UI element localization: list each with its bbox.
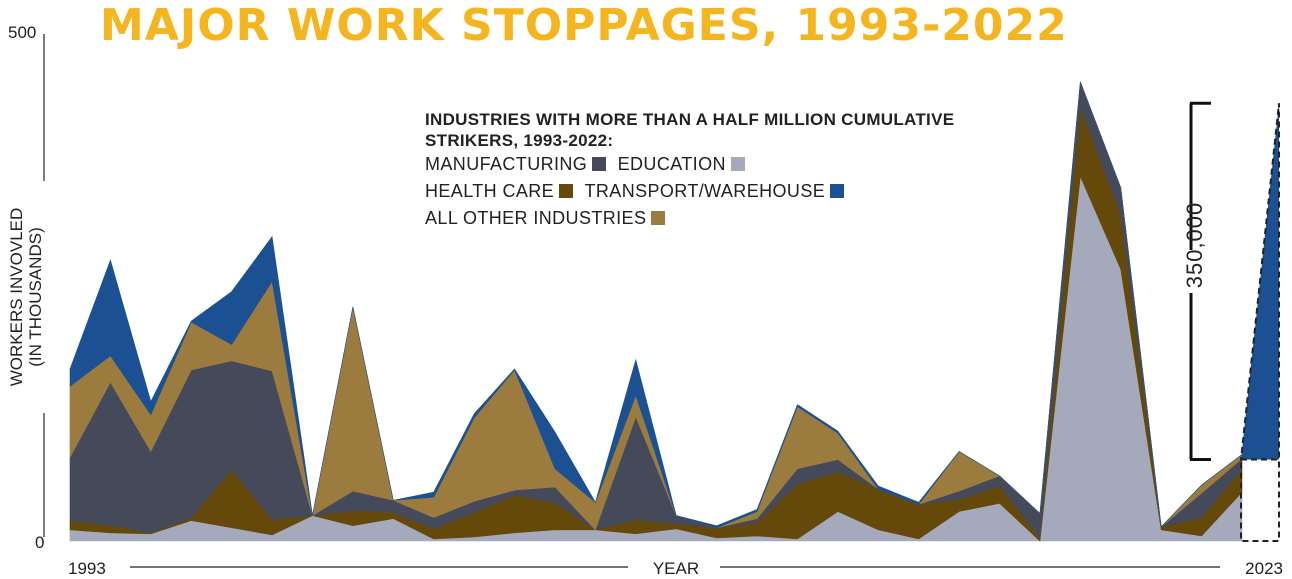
annotation-2023: 350,000 bbox=[1182, 101, 1280, 542]
legend-row-1: MANUFACTURING EDUCATION bbox=[425, 151, 965, 178]
legend-label-health-care: HEALTH CARE bbox=[425, 181, 555, 201]
legend-row-2: HEALTH CARE TRANSPORT/WAREHOUSE bbox=[425, 178, 965, 205]
legend-label-transport: TRANSPORT/WAREHOUSE bbox=[584, 181, 826, 201]
x-axis-label: YEAR bbox=[653, 559, 699, 578]
legend-swatch-manufacturing bbox=[592, 157, 607, 171]
legend-label-other: ALL OTHER INDUSTRIES bbox=[425, 208, 647, 228]
y-tick-0: 0 bbox=[35, 533, 44, 552]
chart-title: MAJOR WORK STOPPAGES, 1993-2022 bbox=[100, 0, 1068, 51]
legend: INDUSTRIES WITH MORE THAN A HALF MILLION… bbox=[425, 109, 965, 232]
legend-swatch-education bbox=[730, 157, 745, 171]
legend-item-transport: TRANSPORT/WAREHOUSE bbox=[585, 178, 845, 205]
annotation-label-350000: 350,000 bbox=[1182, 202, 1207, 289]
legend-swatch-health-care bbox=[559, 184, 574, 198]
y-axis-label: WORKERS INVOVLED(IN THOUSANDS) bbox=[7, 208, 45, 387]
triangle-2023 bbox=[1239, 103, 1280, 461]
area-transport-warehouse bbox=[69, 81, 1243, 529]
axes: 500 0 WORKERS INVOVLED(IN THOUSANDS) 1993 20… bbox=[7, 23, 1283, 578]
legend-swatch-other bbox=[651, 211, 666, 225]
y-tick-500: 500 bbox=[8, 23, 36, 42]
x-tick-end: 2023 bbox=[1245, 559, 1283, 578]
legend-item-manufacturing: MANUFACTURING bbox=[425, 151, 607, 178]
legend-swatch-transport bbox=[830, 184, 845, 198]
legend-item-health-care: HEALTH CARE bbox=[425, 178, 574, 205]
dashed-box-2023 bbox=[1240, 458, 1280, 542]
legend-label-education: EDUCATION bbox=[617, 154, 726, 174]
legend-item-education: EDUCATION bbox=[618, 151, 745, 178]
legend-label-manufacturing: MANUFACTURING bbox=[425, 154, 588, 174]
legend-item-other: ALL OTHER INDUSTRIES bbox=[425, 205, 666, 232]
x-tick-start: 1993 bbox=[68, 559, 106, 578]
legend-row-3: ALL OTHER INDUSTRIES bbox=[425, 205, 965, 232]
legend-title: INDUSTRIES WITH MORE THAN A HALF MILLION… bbox=[425, 110, 955, 150]
